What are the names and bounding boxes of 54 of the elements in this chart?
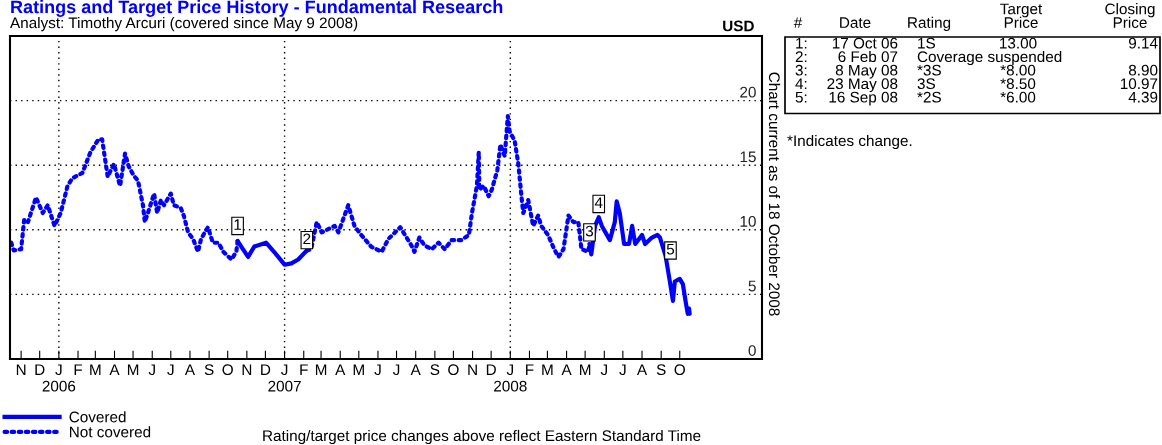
x-tick-label: J (374, 364, 381, 376)
x-tick-label: O (674, 364, 685, 376)
x-tick-label: S (204, 364, 214, 376)
y-tick-label: 20 (740, 86, 756, 98)
chart-subtitle: Analyst: Timothy Arcuri (covered since May 9 2008) (10, 17, 358, 32)
annotation: 4 (594, 197, 603, 208)
text: 3: 8 May 08 *3S *8.00 8.90 (795, 64, 1158, 79)
x-tick-label: N (242, 364, 252, 375)
x-tick-label: N (16, 364, 26, 375)
x-tick-label: M (90, 364, 101, 375)
x-tick-label: A (636, 364, 648, 375)
x-tick-label: A (335, 364, 346, 375)
x-tick-label: O (448, 364, 459, 376)
y-axis-title: USD (723, 20, 754, 32)
text: # Date Rating Target Price Closing Price (793, 3, 1155, 31)
x-tick-label: A (561, 364, 572, 375)
x-tick-label: A (109, 364, 120, 375)
x-tick-label: S (430, 364, 440, 376)
x-tick-label: A (184, 364, 196, 375)
x-tick-label: J (600, 364, 607, 376)
y-tick-label: 15 (740, 151, 756, 163)
x-tick-label: O (222, 364, 233, 376)
legend-label: Covered (69, 411, 126, 423)
text: Rating/target price changes above reflect Eastern Standard Time (263, 429, 701, 445)
annotation: 1 (234, 219, 242, 230)
text: 1: 17 Oct 06 1S 13.00 9.14 (796, 37, 1158, 49)
y-tick-label: 0 (748, 345, 756, 356)
x-tick-label: D (261, 364, 271, 375)
chart-title: Ratings and Target Price History - Fundamental Research (11, 0, 503, 17)
x-tick-label: M (315, 364, 327, 375)
x-tick-label: M (127, 364, 139, 375)
x-tick-label: F (74, 364, 83, 375)
text: *Indicates change. (787, 134, 912, 150)
y-tick-label: 5 (748, 280, 756, 292)
x-tick-label: M (353, 364, 364, 375)
x-tick-label: S (656, 364, 666, 376)
x-tick-label: F (526, 364, 534, 375)
x-tick-label: J (167, 364, 174, 376)
x-tick-label: N (468, 364, 477, 375)
legend-label: Not covered (70, 426, 151, 438)
x-tick-label: M (580, 364, 591, 375)
x-tick-label: J (392, 364, 400, 376)
x-tick-label: D (486, 364, 496, 375)
x-tick-label: F (300, 364, 308, 375)
x-tick-label: J (619, 364, 626, 376)
text: Chart current as of 18 October 2008 (768, 72, 781, 316)
annotation: 5 (666, 243, 675, 255)
x-tick-label: A (410, 364, 421, 375)
text: 5: 16 Sep 08 *2S *6.00 4.39 (795, 91, 1158, 106)
annotation: 3 (585, 225, 594, 237)
x-tick-label: J (148, 364, 155, 376)
annotation: 2 (303, 233, 311, 245)
x-tick-label: M (542, 364, 553, 375)
y-tick-label: 10 (740, 215, 756, 227)
